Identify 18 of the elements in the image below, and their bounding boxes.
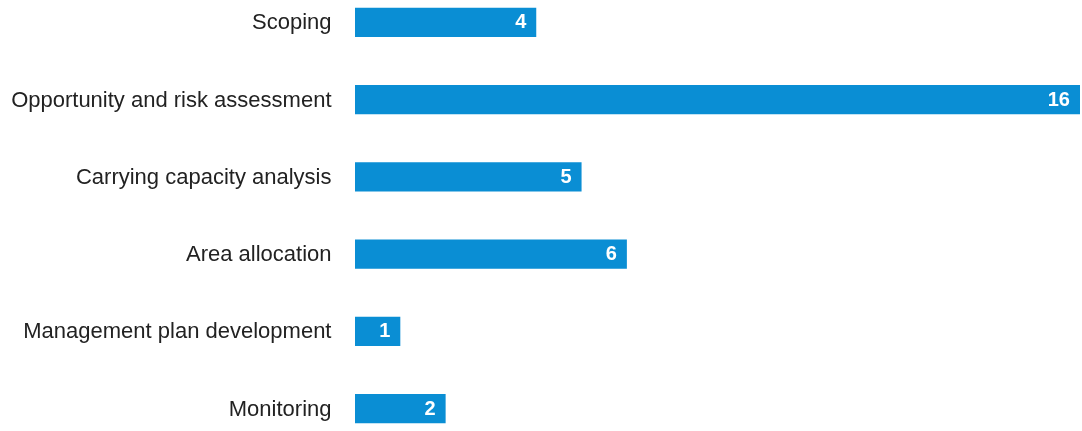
bar [355,162,582,192]
y-tick-label: Management plan development [23,318,332,344]
data-label: 1 [379,319,391,342]
data-label: 2 [424,396,436,419]
y-tick-label: Carrying capacity analysis [75,163,332,189]
y-tick-label: Area allocation [185,241,332,267]
bar [355,393,446,424]
data-label: 4 [515,10,528,33]
bar [355,316,401,347]
y-tick-label: Opportunity and risk assessment [11,86,332,112]
data-label: 16 [1047,87,1070,110]
bar [355,239,627,269]
y-tick-label: Scoping [251,9,332,35]
data-label: 6 [605,242,617,265]
data-label: 5 [560,164,572,187]
y-tick-label: Monitoring [228,395,332,421]
bar [355,84,1080,115]
bar [355,7,537,38]
